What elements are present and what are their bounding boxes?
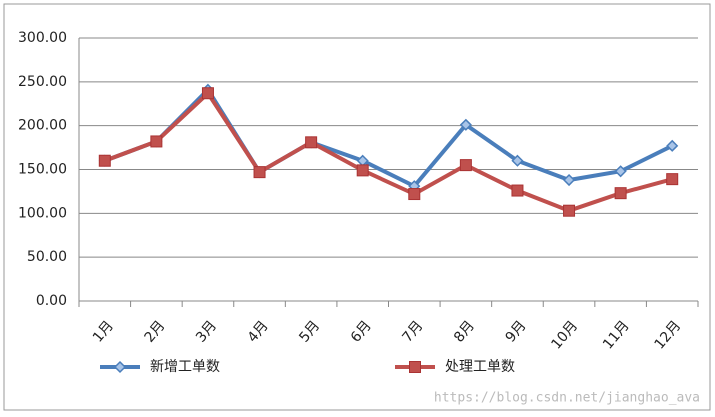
point (459, 118, 472, 131)
point (562, 173, 576, 187)
point (614, 187, 627, 200)
point (614, 165, 627, 178)
legend-label: 处理工单数 (445, 359, 515, 375)
y-tick-label: 250.00 (18, 74, 67, 90)
point (253, 166, 266, 179)
point (666, 173, 679, 186)
y-tick-label: 0.00 (36, 293, 67, 309)
y-tick-label: 100.00 (18, 205, 67, 221)
point (150, 135, 163, 148)
y-tick-label: 50.00 (27, 249, 67, 265)
y-tick-label: 300.00 (18, 30, 67, 46)
y-tick-label: 150.00 (18, 162, 67, 178)
legend-marker (113, 360, 127, 374)
point (459, 159, 472, 172)
point (563, 204, 576, 217)
chart-border (3, 3, 711, 411)
legend-label: 新增工单数 (150, 359, 220, 375)
series-line (104, 90, 673, 213)
point (408, 188, 421, 201)
legend-marker (409, 361, 421, 373)
point (356, 164, 369, 177)
series-line (104, 86, 674, 189)
point (98, 154, 111, 167)
point (511, 184, 524, 197)
point (201, 87, 214, 100)
y-tick-label: 200.00 (18, 118, 67, 134)
point (305, 136, 318, 149)
point (666, 139, 679, 152)
point (511, 154, 524, 167)
watermark: https://blog.csdn.net/jianghao_ava (434, 391, 700, 406)
